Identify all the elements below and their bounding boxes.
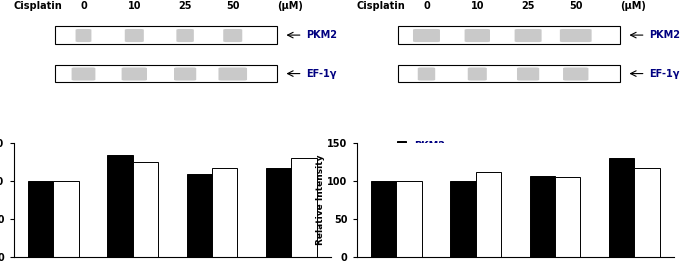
Text: 50: 50: [226, 1, 240, 11]
Text: (μM): (μM): [620, 1, 646, 11]
Text: EF-1γ: EF-1γ: [649, 69, 679, 79]
Bar: [635, 168, 660, 257]
Bar: [266, 168, 291, 257]
FancyBboxPatch shape: [174, 68, 196, 81]
FancyBboxPatch shape: [125, 29, 144, 42]
FancyBboxPatch shape: [176, 29, 194, 42]
Bar: [371, 181, 396, 257]
Legend: PKM2, EF-1γ: PKM2, EF-1γ: [394, 139, 447, 166]
Bar: [133, 162, 158, 257]
Text: 25: 25: [178, 1, 192, 11]
Text: PKM2: PKM2: [649, 30, 680, 40]
Text: Cisplatin: Cisplatin: [357, 1, 405, 11]
Bar: [555, 178, 580, 257]
Text: 25: 25: [522, 1, 535, 11]
Bar: [53, 181, 79, 257]
FancyBboxPatch shape: [76, 29, 91, 42]
Bar: [398, 26, 620, 44]
FancyBboxPatch shape: [417, 68, 435, 81]
Text: PKM2: PKM2: [306, 30, 337, 40]
Bar: [187, 174, 212, 257]
Text: 0: 0: [80, 1, 87, 11]
Text: 10: 10: [471, 1, 484, 11]
FancyBboxPatch shape: [560, 29, 592, 42]
FancyBboxPatch shape: [219, 68, 247, 81]
Bar: [108, 155, 133, 257]
Bar: [609, 158, 635, 257]
FancyBboxPatch shape: [517, 68, 539, 81]
Bar: [476, 172, 501, 257]
Bar: [55, 26, 277, 44]
Text: 50: 50: [569, 1, 582, 11]
Bar: [396, 181, 422, 257]
Bar: [212, 167, 238, 257]
FancyBboxPatch shape: [122, 68, 147, 81]
FancyBboxPatch shape: [468, 68, 487, 81]
Text: 0: 0: [423, 1, 430, 11]
Text: Cisplatin: Cisplatin: [14, 1, 63, 11]
FancyBboxPatch shape: [413, 29, 440, 42]
FancyBboxPatch shape: [223, 29, 242, 42]
Text: (μM): (μM): [277, 1, 303, 11]
FancyBboxPatch shape: [72, 68, 95, 81]
Bar: [530, 176, 555, 257]
FancyBboxPatch shape: [515, 29, 541, 42]
Y-axis label: Relative Intensity: Relative Intensity: [315, 155, 325, 245]
Bar: [55, 65, 277, 82]
Bar: [450, 181, 476, 257]
Bar: [28, 181, 53, 257]
FancyBboxPatch shape: [464, 29, 490, 42]
Bar: [291, 158, 317, 257]
Bar: [398, 65, 620, 82]
Text: 10: 10: [127, 1, 141, 11]
FancyBboxPatch shape: [563, 68, 588, 81]
Text: EF-1γ: EF-1γ: [306, 69, 336, 79]
